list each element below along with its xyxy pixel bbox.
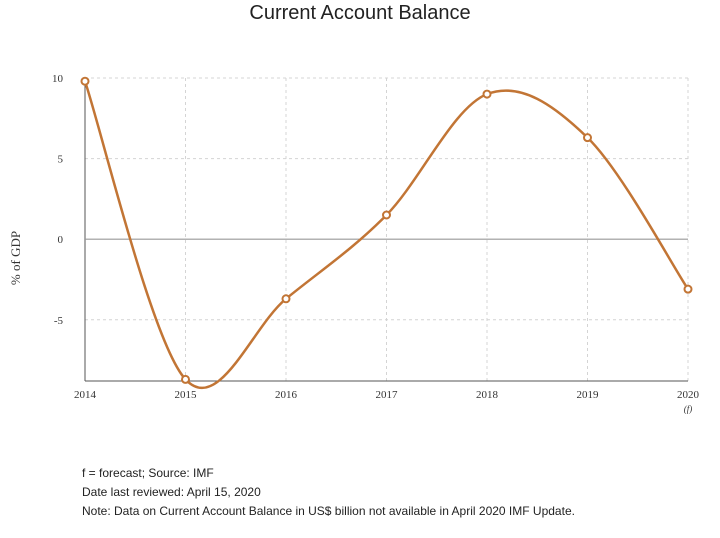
x-tick-label: 2014 bbox=[74, 389, 97, 401]
data-point bbox=[181, 374, 190, 384]
y-tick-label: -5 bbox=[54, 315, 64, 327]
x-tick-sublabel: (f) bbox=[684, 404, 693, 414]
data-point bbox=[683, 284, 693, 294]
x-tick-labels: 2014 2015 2016 2017 2018 2019 2020 (f) bbox=[74, 389, 700, 414]
x-tick-label: 2017 bbox=[376, 389, 399, 401]
x-tick-label: 2018 bbox=[476, 389, 499, 401]
x-tick-label: 2020 bbox=[677, 389, 700, 401]
x-tick-label: 2015 bbox=[175, 389, 198, 401]
data-point bbox=[382, 210, 391, 220]
y-tick-label: 5 bbox=[58, 154, 64, 166]
data-point bbox=[583, 133, 592, 143]
data-point bbox=[80, 76, 90, 86]
gridlines bbox=[85, 77, 689, 381]
y-tick-label: 0 bbox=[58, 234, 64, 246]
y-tick-labels: 10 5 0 -5 bbox=[52, 73, 64, 327]
data-points bbox=[80, 76, 693, 384]
x-tick-label: 2016 bbox=[275, 389, 298, 401]
footnotes: f = forecast; Source: IMF Date last revi… bbox=[82, 464, 575, 521]
footnote-date: Date last reviewed: April 15, 2020 bbox=[82, 485, 261, 499]
data-point bbox=[482, 89, 492, 99]
footnote-source: f = forecast; Source: IMF bbox=[82, 466, 214, 480]
x-tick-label: 2019 bbox=[577, 389, 600, 401]
y-tick-label: 10 bbox=[52, 73, 64, 85]
data-point bbox=[281, 294, 291, 304]
y-axis-label: % of GDP bbox=[8, 231, 23, 285]
chart-title: Current Account Balance bbox=[249, 2, 471, 24]
footnote-note: Note: Data on Current Account Balance in… bbox=[82, 504, 575, 518]
